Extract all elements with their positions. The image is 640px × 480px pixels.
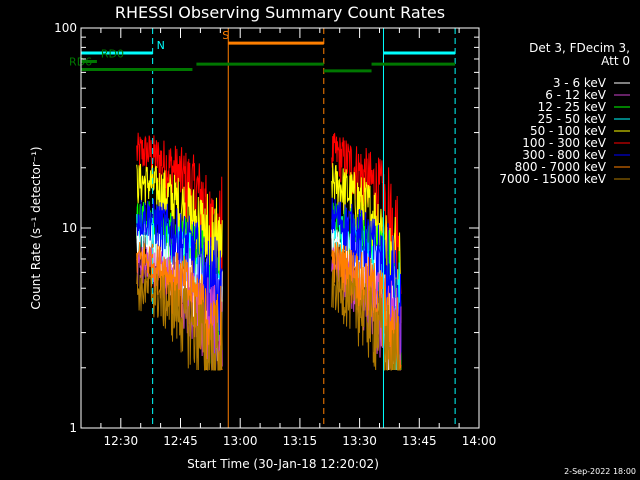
legend-entry-label: 3 - 6 keV [553,76,607,90]
axes: 12:30 12:45 13:00 13:15 13:30 13:45 14:00 1 10 10… [54,21,496,448]
y-tick-label: 100 [54,21,77,35]
x-tick-label: 12:45 [163,434,198,448]
x-tick-label: 14:00 [462,434,497,448]
series-trace [331,269,402,371]
x-tick-label: 13:30 [342,434,377,448]
footer-date: 2-Sep-2022 18:00 [564,467,636,476]
flag-label: N [157,39,165,52]
legend-entry-label: 800 - 7000 keV [515,160,607,174]
chart-title: RHESSI Observing Summary Count Rates [115,3,445,22]
x-tick-label: 13:00 [223,434,258,448]
legend-entry-label: 6 - 12 keV [545,88,607,102]
legend-entry-label: 100 - 300 keV [522,136,606,150]
legend-entry-label: 7000 - 15000 keV [499,172,606,186]
x-tick-label: 13:15 [283,434,318,448]
series-7000-15000keV [136,269,402,371]
legend-header: Att 0 [601,54,630,68]
legend-entry-label: 50 - 100 keV [530,124,607,138]
y-axis-label: Count Rate (s⁻¹ detector⁻¹) [29,146,43,309]
y-tick-label: 10 [62,221,77,235]
y-tick-label: 1 [69,421,77,435]
x-tick-label: 13:45 [402,434,437,448]
x-axis-label: Start Time (30-Jan-18 12:20:02) [187,457,379,471]
legend-entry-label: 300 - 800 keV [522,148,606,162]
legend-entry-label: 12 - 25 keV [538,100,607,114]
legend-header: Det 3, FDecim 3, [529,41,630,55]
flag-label: S [222,29,229,42]
legend-entry-label: 25 - 50 keV [538,112,607,126]
flag-label: RD0 [101,47,124,60]
x-tick-label: 12:30 [104,434,139,448]
series-trace [136,270,223,371]
series-trace [331,242,402,371]
